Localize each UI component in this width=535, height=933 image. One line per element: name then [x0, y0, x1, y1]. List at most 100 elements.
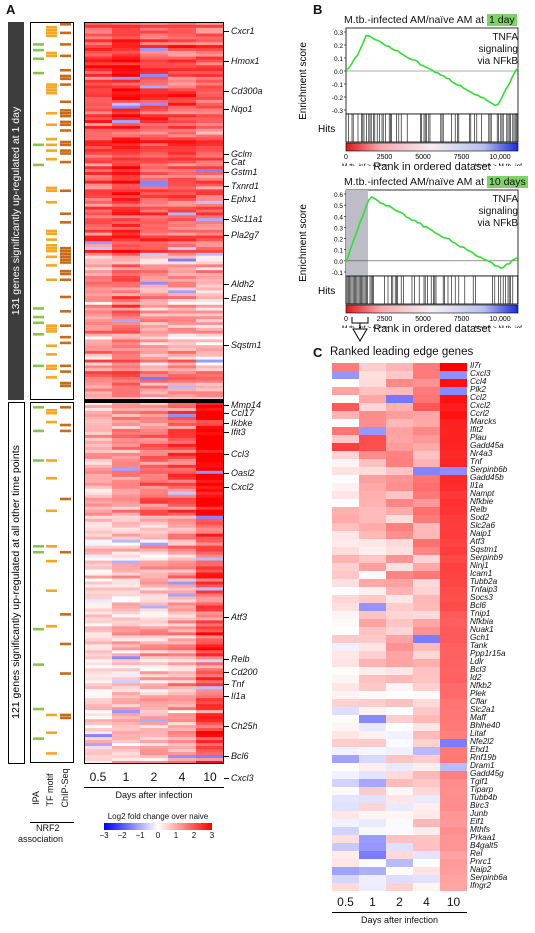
heatmap-cell: [332, 451, 360, 460]
heatmap-cell: [196, 172, 224, 176]
y-tick-label: 0.1: [334, 248, 343, 255]
heatmap-cell: [140, 716, 169, 720]
heatmap-cell: [84, 267, 113, 271]
heatmap-cell: [112, 203, 141, 208]
heatmap-cell: [386, 883, 414, 891]
y-tick-label: 0.5: [334, 203, 343, 210]
heatmap-cell: [84, 397, 113, 401]
heatmap-cell: [413, 547, 441, 556]
heatmap-cell: [112, 62, 141, 66]
heatmap-cell: [112, 659, 141, 663]
heatmap-cell: [84, 746, 113, 750]
heatmap-cell: [196, 434, 224, 439]
heatmap-cell: [332, 651, 360, 660]
heatmap-cell: [112, 578, 141, 583]
heatmap-cell: [168, 209, 197, 214]
annotation-mark: [33, 57, 44, 61]
heatmap-cell: [440, 795, 467, 804]
timepoint-label: 10: [203, 770, 217, 784]
heatmap-cell: [196, 356, 224, 361]
heatmap-cell: [196, 425, 224, 430]
heatmap-cell: [140, 376, 169, 381]
heatmap-cell: [168, 275, 197, 280]
heatmap-cell: [84, 33, 113, 38]
heatmap-cell: [112, 73, 141, 78]
heatmap-cell: [440, 635, 467, 644]
heatmap-cell: [84, 333, 113, 338]
heatmap-cell: [196, 47, 224, 52]
heatmap-cell: [196, 452, 224, 457]
heatmap-cell: [84, 79, 113, 84]
heatmap-cell: [168, 545, 197, 550]
heatmap-cell: [196, 192, 224, 196]
heatmap-cell: [168, 212, 197, 216]
legend-tick: 2: [191, 831, 197, 840]
annotation-mark: [60, 258, 71, 261]
heatmap-cell: [84, 467, 113, 472]
heatmap-cell: [84, 376, 113, 381]
heatmap-cell: [84, 174, 113, 179]
heatmap-cell: [196, 209, 224, 214]
leading-edge-gene-label: Pnrc1: [470, 857, 492, 866]
heatmap-cell: [140, 407, 169, 412]
heatmap-cell: [140, 296, 169, 300]
heatmap-cell: [413, 699, 441, 708]
heatmap-cell: [84, 629, 113, 633]
heatmap-cell: [112, 686, 141, 690]
heatmap-cell: [413, 731, 441, 740]
heatmap-cell: [168, 82, 197, 87]
heatmap-cell: [112, 273, 141, 277]
heatmap-cell: [112, 443, 141, 448]
heatmap-cell: [440, 515, 467, 524]
heatmap-cell: [112, 440, 141, 445]
heatmap-cell: [140, 542, 169, 547]
heatmap-cell: [140, 353, 169, 358]
heatmap-cell: [84, 327, 113, 332]
heatmap-cell: [84, 581, 113, 586]
heatmap-cell: [168, 105, 197, 110]
heatmap-cell: [112, 611, 141, 616]
heatmap-cell: [440, 731, 467, 740]
gene-label: Cd300a: [224, 86, 263, 96]
gene-label: Ikbke: [224, 418, 253, 428]
x-tick-label: 10,000: [489, 154, 511, 161]
heatmap-cell: [196, 160, 224, 164]
heatmap-cell: [112, 482, 141, 487]
heatmap-cell: [112, 530, 141, 535]
y-tick-label: -0.1: [332, 82, 344, 89]
heatmap-cell: [168, 368, 197, 372]
heatmap-cell: [332, 819, 360, 828]
heatmap-cell: [84, 659, 113, 663]
heatmap-cell: [84, 407, 113, 412]
gene-label: Ccl3: [224, 449, 249, 459]
heatmap-cell: [84, 304, 113, 309]
heatmap-cell: [140, 382, 169, 387]
annotation-mark: [46, 408, 57, 412]
heatmap-cell: [112, 431, 141, 436]
gsea-ylabel: Enrichment score: [298, 204, 309, 282]
heatmap-cell: [359, 827, 387, 836]
heatmap-cell: [140, 509, 169, 514]
heatmap-cell: [112, 65, 141, 69]
heatmap-cell: [168, 647, 197, 651]
heatmap-cell: [359, 547, 387, 556]
heatmap-cell: [332, 443, 360, 452]
heatmap-cell: [84, 527, 113, 532]
heatmap-cell: [140, 33, 169, 38]
heatmap-cell: [196, 290, 224, 294]
heatmap-cell: [112, 379, 141, 384]
heatmap-cell: [112, 108, 141, 113]
heatmap-cell: [196, 249, 224, 254]
heatmap-cell: [112, 232, 141, 237]
heatmap-cell: [140, 261, 169, 265]
highlight-10days: 10 days: [486, 176, 528, 188]
heatmap-cell: [112, 674, 141, 678]
heatmap-cell: [112, 342, 141, 346]
heatmap-cell: [196, 437, 224, 442]
heatmap-cell: [386, 747, 414, 756]
heatmap-cell: [112, 154, 141, 159]
heatmap-cell: [413, 371, 441, 380]
heatmap-cell: [84, 27, 113, 32]
heatmap-cell: [112, 117, 141, 121]
heatmap-cell: [196, 232, 224, 237]
